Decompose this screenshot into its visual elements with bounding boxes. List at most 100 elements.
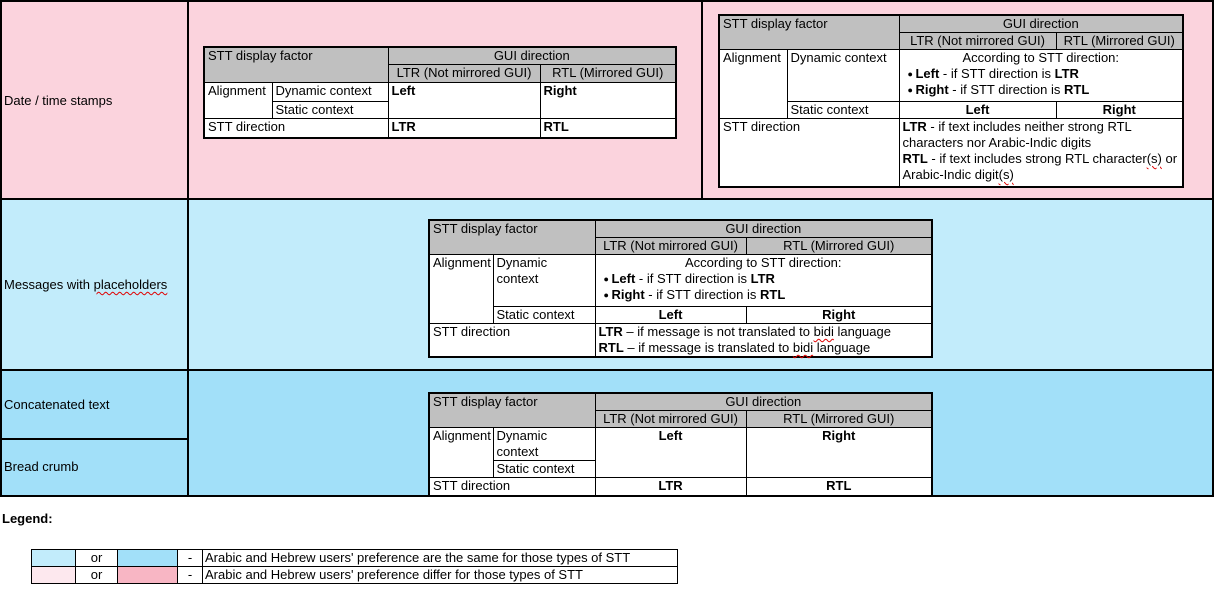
header-stt-display-factor: STT display factor	[428, 219, 596, 255]
header-ltr-gui: LTR (Not mirrored GUI)	[594, 410, 747, 428]
header-gui-direction: GUI direction	[594, 219, 933, 238]
legend-same-text: Arabic and Hebrew users' preference are …	[202, 549, 678, 567]
stt-direction-row-label: STT direction	[718, 118, 900, 187]
bullet-left-rule: Left - if STT direction is LTR	[903, 66, 1180, 82]
legend-title: Legend:	[2, 511, 53, 526]
dir-ltr-term: LTR	[902, 119, 927, 134]
legend-swatch-blue-light	[31, 549, 76, 567]
bullet-right-term: Right	[611, 287, 645, 302]
header-rtl-gui: RTL (Mirrored GUI)	[745, 410, 933, 428]
direction-value-ltr: LTR	[387, 118, 541, 138]
header-gui-direction: GUI direction	[594, 392, 933, 411]
dir-rtl-s2: (s)	[998, 167, 1014, 182]
header-rtl-gui: RTL (Mirrored GUI)	[539, 64, 677, 83]
legend-row-differ: or - Arabic and Hebrew users' preference…	[31, 566, 678, 584]
dynamic-context-label: Dynamic context	[271, 82, 389, 102]
messages-table: STT display factor GUI direction LTR (No…	[428, 219, 933, 358]
static-value-rtl: Right	[745, 306, 933, 324]
alignment-value-ltr: Left	[594, 427, 747, 478]
stt-direction-row-label: STT direction	[428, 477, 596, 496]
direction-rule-rtl: RTL – if message is translated to bidi l…	[599, 340, 929, 356]
stt-direction-row-label: STT direction	[428, 323, 596, 358]
legend-swatch-pink-light	[31, 566, 76, 584]
direction-rule-ltr: LTR - if text includes neither strong RT…	[903, 119, 1180, 151]
header-stt-display-factor: STT display factor	[203, 46, 389, 83]
static-context-label: Static context	[492, 460, 596, 478]
bullet-left-term: Left	[915, 66, 940, 81]
alignment-value-ltr: Left	[387, 82, 541, 119]
header-gui-direction: GUI direction	[898, 14, 1184, 33]
legend-differ-text: Arabic and Hebrew users' preference diff…	[202, 566, 678, 584]
alignment-row-label: Alignment	[428, 427, 494, 478]
according-line: According to STT direction:	[962, 50, 1120, 65]
dir-rtl-end: language	[813, 340, 871, 355]
dynamic-context-label: Dynamic context	[492, 254, 596, 307]
breadcrumb-label-cell: Bread crumb	[2, 440, 187, 493]
static-context-label: Static context	[492, 306, 596, 324]
dir-rtl-part2: or Arabic-Indic digit	[902, 151, 1178, 182]
dir-rtl-term: RTL	[598, 340, 624, 355]
stt-direction-row-label: STT direction	[203, 118, 389, 138]
direction-value-ltr: LTR	[594, 477, 747, 496]
dir-rtl-s1: (s)	[1146, 151, 1162, 166]
bullet-right-rule: Right - if STT direction is RTL	[599, 287, 929, 303]
dir-ltr-term: LTR	[598, 324, 623, 339]
header-ltr-gui: LTR (Not mirrored GUI)	[594, 237, 747, 255]
messages-label-cell: Messages with placeholders	[2, 200, 189, 369]
date-time-stamps-label-cell: Date / time stamps	[2, 2, 189, 198]
date-time-stamps-label: Date / time stamps	[4, 92, 113, 108]
direction-value-rtl: RTL	[539, 118, 677, 138]
alignment-rule-cell: According to STT direction: Left - if ST…	[898, 49, 1184, 102]
concat-breadcrumb-label-cell: Concatenated text Bread crumb	[2, 371, 189, 495]
legend-table: or - Arabic and Hebrew users' preference…	[31, 549, 678, 584]
dynamic-context-label: Dynamic context	[492, 427, 596, 461]
breadcrumb-label: Bread crumb	[4, 459, 79, 474]
alignment-row-label: Alignment	[203, 82, 273, 119]
bullet-left-mid: - if STT direction is	[939, 66, 1055, 81]
dir-rtl-mid: – if message is translated to	[623, 340, 793, 355]
bullet-left-dir: LTR	[750, 271, 775, 286]
bullet-right-term: Right	[915, 82, 949, 97]
alignment-row-label: Alignment	[718, 49, 788, 119]
dynamic-context-label: Dynamic context	[786, 49, 900, 102]
dir-rtl-term: RTL	[902, 151, 928, 166]
direction-rule-cell: LTR – if message is not translated to bi…	[594, 323, 933, 358]
alignment-value-rtl: Right	[745, 427, 933, 478]
concatenated-text-label-cell: Concatenated text	[2, 371, 187, 440]
dir-rtl-part1: - if text includes strong RTL character	[927, 151, 1147, 166]
dir-ltr-end: language	[833, 324, 891, 339]
according-line: According to STT direction:	[684, 255, 842, 270]
static-value-ltr: Left	[594, 306, 747, 324]
legend-or-label: or	[75, 549, 118, 567]
dir-rtl-bidi-word: bidi	[792, 340, 814, 355]
pink-section-divider	[701, 2, 703, 198]
concatenated-breadcrumb-table: STT display factor GUI direction LTR (No…	[428, 392, 933, 497]
legend-dash: -	[177, 566, 203, 584]
alignment-row-label: Alignment	[428, 254, 494, 324]
messages-label-misspelled-word: placeholders	[93, 277, 168, 292]
concatenated-text-label: Concatenated text	[4, 397, 110, 412]
bullet-left-rule: Left - if STT direction is LTR	[599, 271, 929, 287]
alignment-rule-cell: According to STT direction: Left - if ST…	[594, 254, 933, 307]
messages-label: Messages with placeholders	[4, 277, 167, 292]
static-value-rtl: Right	[1055, 101, 1184, 119]
dir-ltr-bidi-word: bidi	[813, 324, 834, 339]
header-ltr-gui: LTR (Not mirrored GUI)	[898, 32, 1057, 50]
legend-row-same: or - Arabic and Hebrew users' preference…	[31, 549, 678, 567]
bullet-left-term: Left	[611, 271, 636, 286]
static-context-label: Static context	[271, 101, 389, 119]
bullet-right-dir: RTL	[1064, 82, 1090, 97]
static-context-label: Static context	[786, 101, 900, 119]
dir-ltr-mid: – if message is not translated to	[622, 324, 814, 339]
alignment-value-rtl: Right	[539, 82, 677, 119]
legend-swatch-blue-dark	[117, 549, 178, 567]
direction-rule-cell: LTR - if text includes neither strong RT…	[898, 118, 1184, 187]
legend-dash: -	[177, 549, 203, 567]
messages-label-prefix: Messages with	[4, 277, 94, 292]
date-time-alignment-table: STT display factor GUI direction LTR (No…	[203, 46, 677, 139]
header-ltr-gui: LTR (Not mirrored GUI)	[387, 64, 541, 83]
header-stt-display-factor: STT display factor	[428, 392, 596, 428]
bullet-right-rule: Right - if STT direction is RTL	[903, 82, 1180, 98]
dir-ltr-rest: - if text includes neither strong RTL ch…	[902, 119, 1132, 150]
